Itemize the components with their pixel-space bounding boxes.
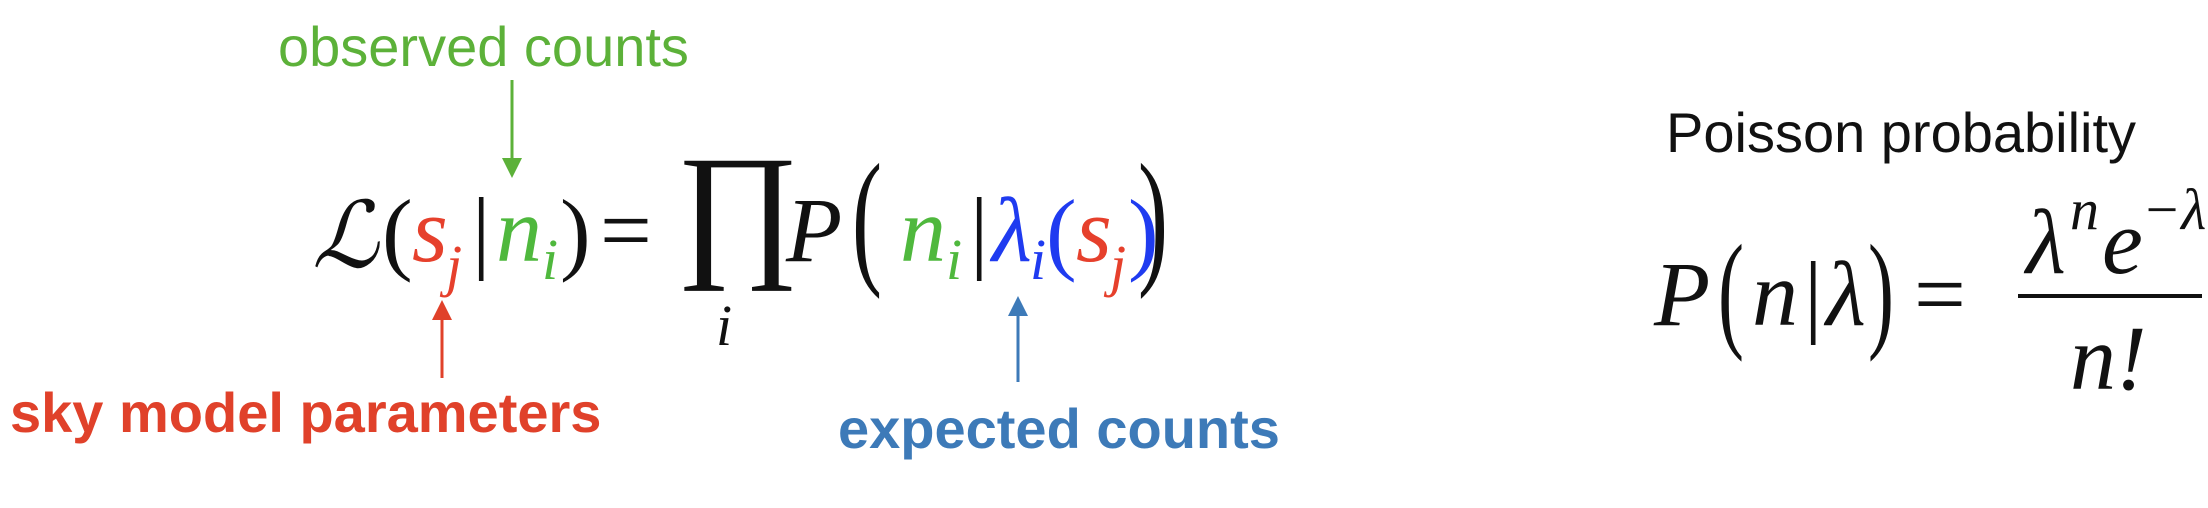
numerator-exponent-neg-lambda: −λ xyxy=(2142,177,2207,242)
n-subscript: i xyxy=(542,227,559,292)
s-variable-rhs: s xyxy=(1076,179,1112,281)
inner-close-paren: ) xyxy=(1128,181,1159,283)
conditional-bar-rhs: | xyxy=(970,179,989,281)
big-close-paren: ) xyxy=(1138,134,1168,300)
sky-model-parameters-label: sky model parameters xyxy=(10,381,602,444)
poisson-n: n xyxy=(1752,243,1798,345)
denominator: n! xyxy=(2070,307,2147,409)
numerator-exponent-n: n xyxy=(2070,177,2099,242)
s-subscript-rhs: j xyxy=(1110,233,1127,298)
script-L-symbol: ℒ xyxy=(312,185,379,287)
n-variable-rhs: n xyxy=(900,179,946,281)
poisson-close-paren: ) xyxy=(1868,219,1894,363)
lambda-variable: λ xyxy=(992,179,1032,281)
numerator-e: e xyxy=(2102,191,2143,293)
observed-counts-arrow xyxy=(502,80,522,178)
poisson-open-paren: ( xyxy=(1718,219,1744,363)
poisson-lambda: λ xyxy=(1826,243,1866,345)
poisson-P: P xyxy=(1654,243,1711,345)
product-symbol: ∏ xyxy=(676,126,800,292)
product-index: i xyxy=(716,293,733,358)
big-open-paren: ( xyxy=(852,134,882,300)
expected-counts-arrow xyxy=(1008,296,1028,382)
equals-sign: = xyxy=(600,179,652,281)
lambda-subscript: i xyxy=(1030,227,1047,292)
sky-model-parameters-arrow xyxy=(432,300,452,378)
close-paren: ) xyxy=(560,181,591,283)
poisson-title: Poisson probability xyxy=(1666,101,2137,164)
inner-open-paren: ( xyxy=(1046,181,1077,283)
conditional-bar: | xyxy=(472,179,491,281)
poisson-bar: | xyxy=(1804,243,1823,345)
numerator-lambda: λ xyxy=(2026,191,2066,293)
observed-counts-label: observed counts xyxy=(278,15,689,78)
n-subscript-rhs: i xyxy=(946,227,963,292)
poisson-equals: = xyxy=(1914,243,1966,345)
s-subscript: j xyxy=(446,233,463,298)
P-function: P xyxy=(786,179,843,281)
n-variable: n xyxy=(496,179,542,281)
open-paren: ( xyxy=(382,181,413,283)
s-variable: s xyxy=(412,179,448,281)
expected-counts-label: expected counts xyxy=(838,397,1280,460)
